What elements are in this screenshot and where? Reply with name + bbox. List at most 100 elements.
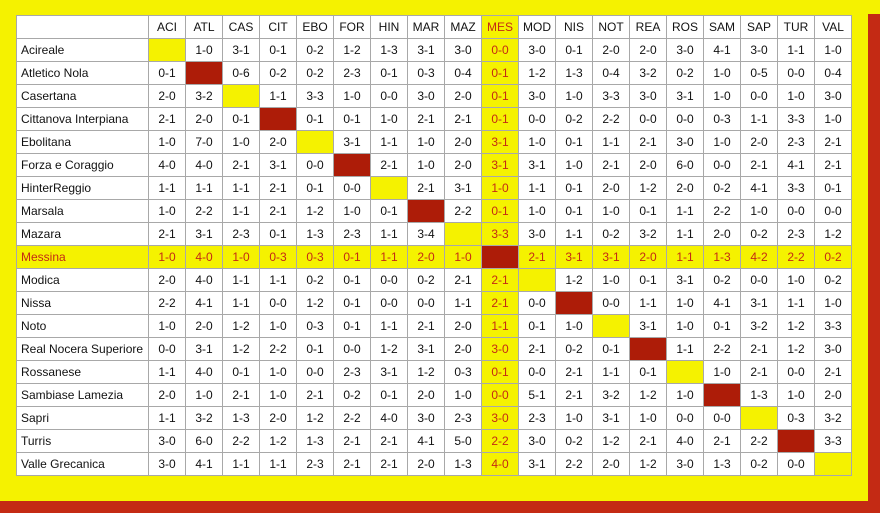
score-cell: 2-0 (814, 383, 852, 407)
score-cell: 3-2 (629, 61, 667, 85)
score-cell: 2-0 (444, 337, 482, 361)
score-cell: 3-0 (666, 38, 704, 62)
score-cell: 1-0 (333, 199, 371, 223)
score-cell: 3-1 (185, 337, 223, 361)
score-cell: 2-0 (259, 406, 297, 430)
score-cell: 1-0 (185, 383, 223, 407)
score-cell: 1-1 (148, 406, 186, 430)
score-cell: 0-2 (814, 245, 852, 269)
self-match-cell (518, 268, 556, 292)
score-cell: 3-1 (592, 245, 630, 269)
score-cell: 0-0 (814, 199, 852, 223)
score-cell: 3-0 (814, 84, 852, 108)
score-cell: 0-0 (740, 84, 778, 108)
score-cell: 1-2 (814, 222, 852, 246)
score-cell: 1-2 (518, 61, 556, 85)
self-match-cell (407, 199, 445, 223)
score-cell: 1-1 (777, 291, 815, 315)
score-cell: 0-0 (518, 291, 556, 315)
score-cell: 2-0 (148, 383, 186, 407)
score-cell: 2-2 (222, 429, 260, 453)
score-cell: 0-1 (481, 61, 519, 85)
score-cell: 0-0 (481, 383, 519, 407)
score-cell: 3-3 (481, 222, 519, 246)
score-cell: 1-1 (185, 176, 223, 200)
score-cell: 3-0 (148, 429, 186, 453)
score-cell: 2-3 (777, 130, 815, 154)
score-cell: 2-1 (814, 153, 852, 177)
score-cell: 1-3 (740, 383, 778, 407)
score-cell: 0-1 (259, 222, 297, 246)
score-cell: 0-0 (148, 337, 186, 361)
score-cell: 2-2 (259, 337, 297, 361)
score-cell: 0-3 (444, 360, 482, 384)
score-cell: 1-0 (592, 268, 630, 292)
score-cell: 0-0 (666, 107, 704, 131)
score-cell: 1-1 (777, 38, 815, 62)
score-cell: 3-1 (259, 153, 297, 177)
score-cell: 3-2 (629, 222, 667, 246)
score-cell: 2-1 (629, 130, 667, 154)
score-cell: 0-3 (407, 61, 445, 85)
score-cell: 2-1 (222, 153, 260, 177)
column-header-rea: REA (629, 15, 667, 39)
team-name: Nissa (16, 291, 149, 315)
score-cell: 2-1 (407, 107, 445, 131)
score-cell: 0-1 (481, 107, 519, 131)
score-cell: 0-0 (777, 61, 815, 85)
score-cell: 0-2 (555, 429, 593, 453)
score-cell: 1-1 (259, 268, 297, 292)
score-cell: 3-0 (481, 406, 519, 430)
score-cell: 3-1 (407, 337, 445, 361)
score-cell: 1-1 (222, 291, 260, 315)
self-match-cell (222, 84, 260, 108)
column-header-nis: NIS (555, 15, 593, 39)
score-cell: 1-2 (629, 452, 667, 476)
score-cell: 2-1 (481, 291, 519, 315)
score-cell: 3-1 (740, 291, 778, 315)
score-cell: 1-1 (222, 268, 260, 292)
score-cell: 0-1 (333, 245, 371, 269)
score-cell: 1-1 (370, 314, 408, 338)
score-cell: 4-0 (666, 429, 704, 453)
score-cell: 1-0 (629, 406, 667, 430)
score-cell: 2-1 (148, 222, 186, 246)
score-cell: 0-2 (740, 222, 778, 246)
score-cell: 4-1 (407, 429, 445, 453)
table-row: Mazara 2-1 3-1 2-3 0-1 1-3 2-3 1-1 3-4 3-3 3-0 1-1 0… (16, 222, 852, 246)
score-cell: 2-0 (629, 38, 667, 62)
score-cell: 4-1 (185, 291, 223, 315)
score-cell: 3-3 (777, 107, 815, 131)
score-cell: 0-1 (703, 314, 741, 338)
score-cell: 3-1 (555, 245, 593, 269)
score-cell: 2-0 (259, 130, 297, 154)
self-match-cell (333, 153, 371, 177)
column-header-val: VAL (814, 15, 852, 39)
score-cell: 3-0 (814, 337, 852, 361)
score-cell: 3-2 (185, 84, 223, 108)
column-header-mod: MOD (518, 15, 556, 39)
column-header-mes: MES (481, 15, 519, 39)
score-cell: 0-2 (259, 61, 297, 85)
score-cell: 3-0 (481, 337, 519, 361)
score-cell: 1-1 (222, 176, 260, 200)
score-cell: 1-3 (703, 452, 741, 476)
corner-cell (16, 15, 149, 39)
score-cell: 1-0 (444, 383, 482, 407)
column-header-not: NOT (592, 15, 630, 39)
team-name: Sapri (16, 406, 149, 430)
score-cell: 0-0 (592, 291, 630, 315)
score-cell: 0-1 (481, 360, 519, 384)
table-row: Modica 2-0 4-0 1-1 1-1 0-2 0-1 0-0 0-2 2-1 2-1 1-2 1… (16, 268, 852, 292)
score-cell: 2-1 (222, 383, 260, 407)
score-cell: 0-1 (296, 176, 334, 200)
score-cell: 1-0 (814, 107, 852, 131)
score-cell: 1-0 (407, 153, 445, 177)
score-cell: 2-0 (444, 84, 482, 108)
score-cell: 0-0 (333, 337, 371, 361)
score-cell: 1-2 (777, 337, 815, 361)
score-cell: 2-0 (185, 107, 223, 131)
score-cell: 1-0 (185, 38, 223, 62)
score-cell: 3-0 (666, 130, 704, 154)
score-cell: 1-1 (259, 452, 297, 476)
